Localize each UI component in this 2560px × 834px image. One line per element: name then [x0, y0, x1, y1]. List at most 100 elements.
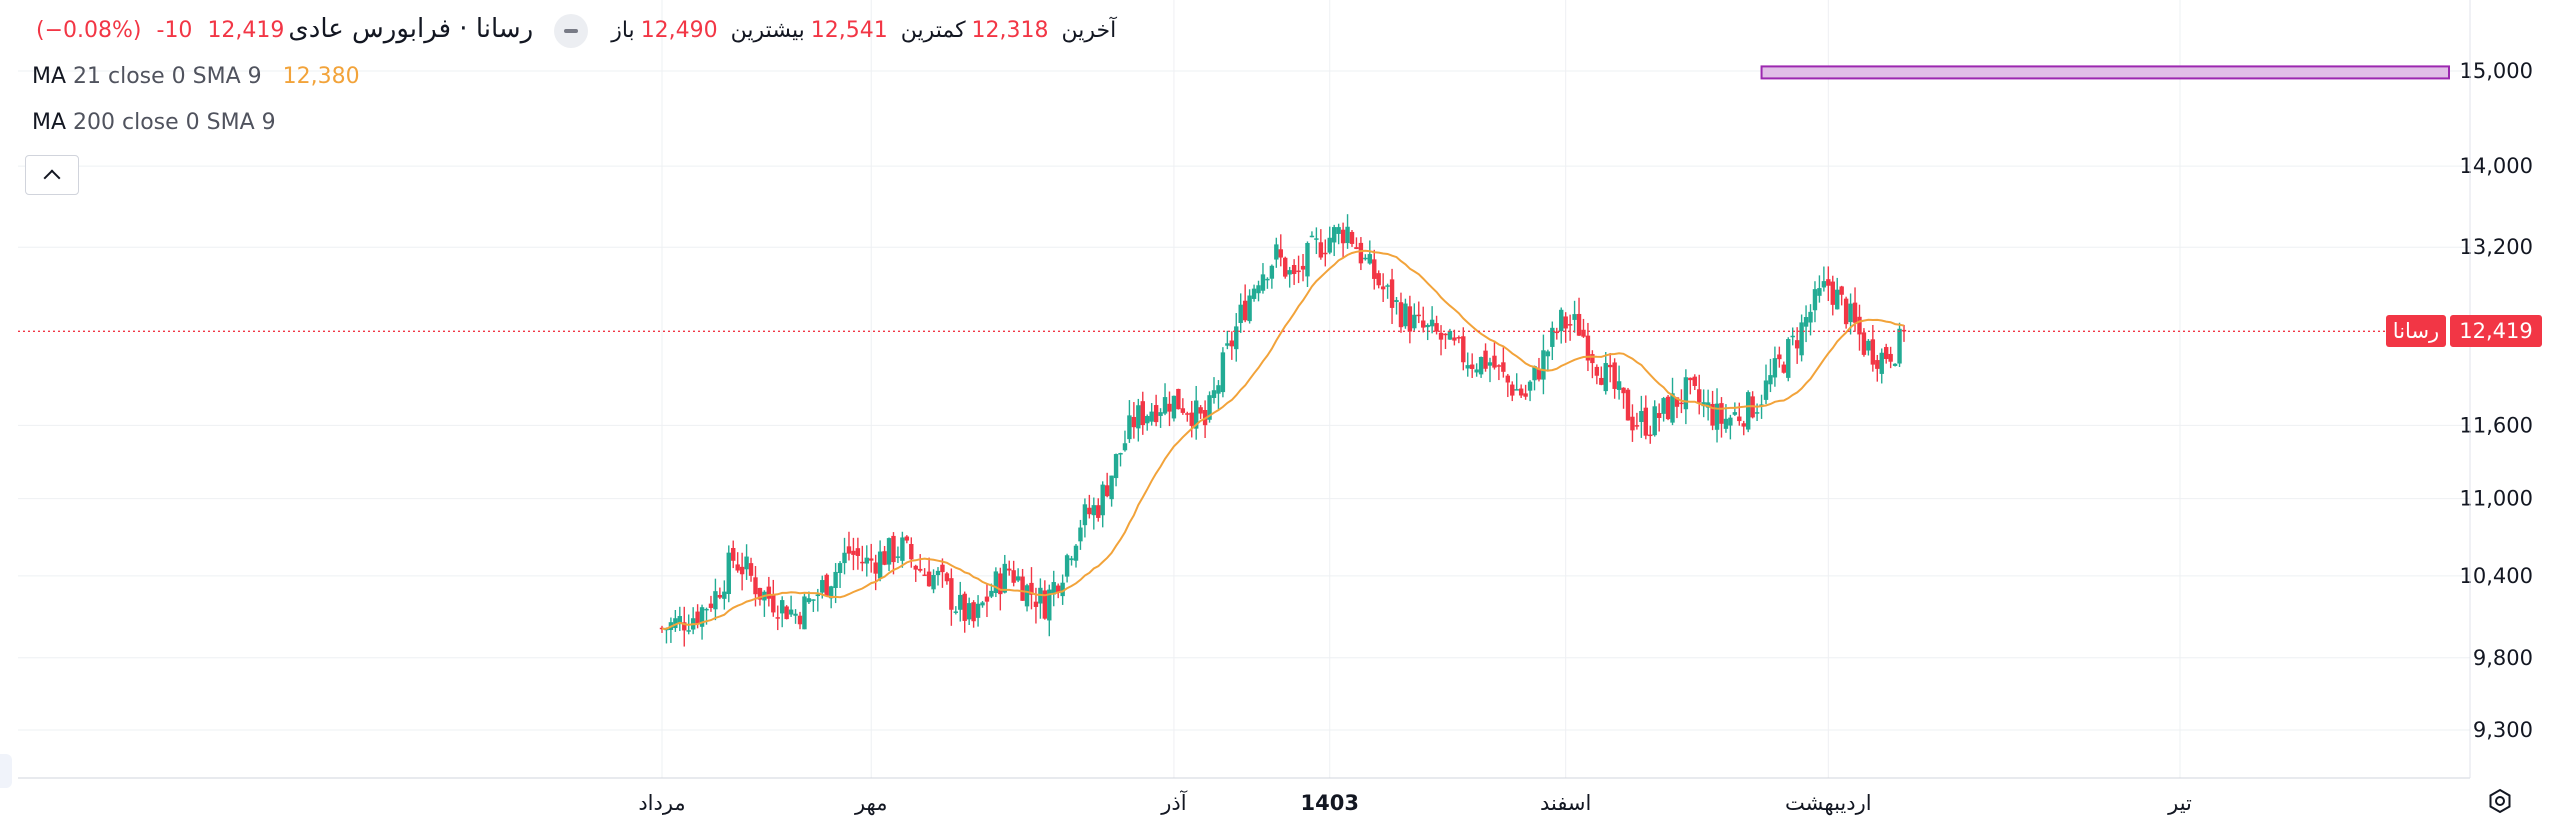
candle: [1087, 494, 1092, 519]
candle: [1394, 297, 1399, 315]
candle: [1372, 249, 1377, 290]
ma-200-legend[interactable]: MA 200 close 0 SMA 9: [32, 110, 276, 135]
candle: [1349, 230, 1355, 247]
candle: [1545, 349, 1551, 372]
candle: [877, 540, 883, 582]
candle: [1269, 264, 1275, 289]
candle: [1643, 395, 1649, 440]
candle: [900, 531, 905, 568]
candle: [1296, 255, 1301, 284]
candle: [944, 571, 950, 585]
open-label: باز: [611, 18, 635, 43]
candle: [1572, 300, 1577, 333]
candle: [1826, 266, 1831, 302]
candle: [1234, 313, 1239, 362]
candle: [1732, 402, 1738, 416]
candle: [1456, 335, 1462, 344]
candle: [1567, 314, 1573, 341]
candle: [1300, 253, 1306, 282]
candle: [1416, 301, 1421, 324]
candle: [1603, 352, 1608, 395]
candle: [1020, 568, 1025, 601]
change-percent: (−0.08%): [36, 18, 142, 43]
candle: [1652, 400, 1657, 437]
zone-rect: [1760, 65, 2450, 80]
candle: [1051, 570, 1056, 607]
candle: [1665, 394, 1671, 421]
candle: [1465, 352, 1470, 377]
price-axis[interactable]: 9,300 9,800 10,400 11,000 11,600 13,200 14,000…: [2460, 59, 2533, 742]
candle: [1238, 293, 1243, 333]
time-tick-label: اردیبهشت: [1785, 791, 1872, 815]
candle: [1064, 553, 1070, 583]
candle: [1078, 519, 1083, 550]
candle: [748, 557, 754, 582]
candle: [1674, 397, 1680, 419]
candle: [677, 606, 683, 632]
candle: [1487, 357, 1493, 383]
candle: [1857, 304, 1862, 351]
candle: [1158, 408, 1163, 428]
candle: [851, 537, 856, 571]
candle: [1015, 568, 1021, 583]
last-price-symbol-tag: رسانا: [2386, 315, 2446, 347]
legend-collapse-button[interactable]: [554, 14, 589, 48]
candle: [735, 552, 740, 573]
candle: [922, 568, 927, 577]
ma-21-path: [661, 249, 1905, 630]
candle: [962, 591, 967, 633]
candle: [1625, 387, 1631, 421]
candle: [1866, 339, 1871, 356]
candle: [1109, 475, 1114, 507]
candle: [1808, 304, 1813, 336]
ma-21-legend[interactable]: MA 21 close 0 SMA 9 12,380: [32, 64, 360, 89]
candle: [1901, 324, 1907, 342]
price-tick-label: 11,600: [2460, 413, 2533, 437]
symbol-title: رسانا · فرابورس عادی: [288, 14, 533, 44]
price-tick-label: 9,800: [2473, 646, 2533, 670]
candle: [953, 606, 959, 615]
candle: [917, 554, 923, 573]
candle: [984, 584, 990, 618]
candle: [1363, 254, 1368, 261]
candle: [1136, 398, 1141, 442]
candle: [739, 552, 745, 591]
candle: [1478, 356, 1484, 378]
candle: [1305, 241, 1310, 287]
side-panel-handle[interactable]: [0, 754, 12, 788]
candle: [1029, 567, 1034, 610]
candle: [1162, 383, 1168, 416]
candle: [1683, 369, 1689, 425]
candle: [690, 607, 696, 635]
candle: [1692, 374, 1697, 391]
candle: [1585, 322, 1591, 372]
time-tick-label: مهر: [854, 791, 888, 815]
candle: [1376, 270, 1381, 289]
candle: [1145, 414, 1150, 431]
candle: [1211, 377, 1217, 404]
candle: [1345, 214, 1350, 249]
candle: [1278, 234, 1283, 267]
candle: [1309, 231, 1315, 238]
candle: [1510, 381, 1515, 402]
candle: [1527, 380, 1533, 402]
chart-settings-icon[interactable]: [2487, 788, 2513, 814]
candle: [1781, 361, 1787, 374]
candle: [904, 535, 910, 544]
candle: [1225, 330, 1230, 350]
candle: [1340, 222, 1346, 259]
candle: [802, 593, 807, 630]
candle: [1069, 555, 1074, 566]
candle: [1870, 324, 1876, 372]
candle: [1180, 398, 1186, 415]
candle: [1220, 347, 1226, 398]
candle: [824, 573, 829, 597]
candle: [1518, 384, 1524, 398]
candle: [1821, 266, 1827, 292]
candle: [1496, 364, 1502, 381]
price-tick-label: 9,300: [2473, 718, 2533, 742]
candle: [873, 554, 878, 591]
indicators-toggle-button[interactable]: [25, 155, 79, 195]
time-axis[interactable]: مرداد مهر آذر 1403 اسفند اردیبهشت تیر: [638, 790, 2192, 815]
